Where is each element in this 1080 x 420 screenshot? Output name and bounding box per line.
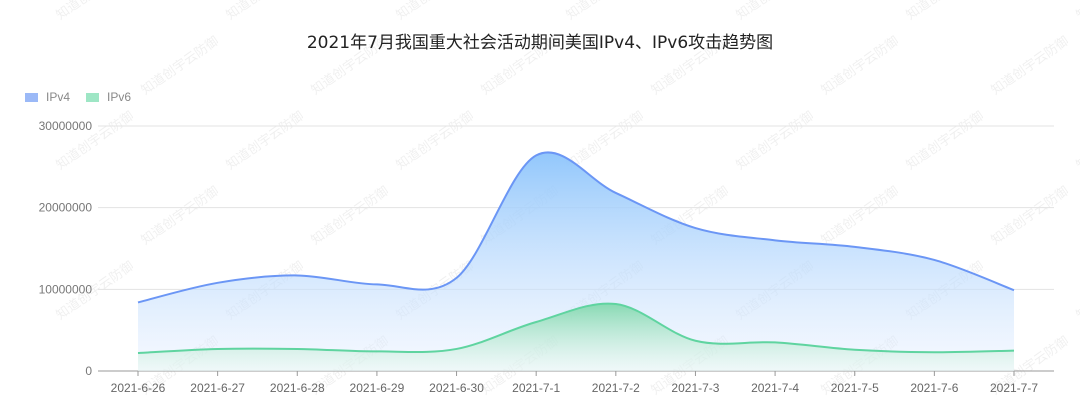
watermark: 知道创宇云防御: [308, 33, 392, 98]
watermark: 知道创宇云防御: [308, 183, 392, 248]
x-tick-label: 2021-6-29: [350, 381, 405, 395]
watermark: 知道创宇云防御: [903, 108, 987, 173]
watermark: 知道创宇云防御: [733, 108, 817, 173]
x-tick-label: 2021-6-26: [111, 381, 166, 395]
x-tick-label: 2021-6-28: [270, 381, 325, 395]
x-tick-label: 2021-7-4: [751, 381, 799, 395]
watermark: 知道创宇云防御: [1073, 108, 1080, 173]
watermark: 知道创宇云防御: [733, 0, 817, 23]
watermark: 知道创宇云防御: [1073, 0, 1080, 23]
watermark: 知道创宇云防御: [988, 183, 1072, 248]
watermark: 知道创宇云防御: [818, 33, 902, 98]
legend-label-ipv4: IPv4: [46, 90, 71, 104]
y-tick-label: 0: [85, 364, 92, 378]
y-tick-label: 20000000: [39, 201, 93, 215]
x-tick-label: 2021-7-1: [512, 381, 560, 395]
watermark: 知道创宇云防御: [563, 0, 647, 23]
watermark: 知道创宇云防御: [1073, 258, 1080, 323]
x-tick-label: 2021-7-6: [910, 381, 958, 395]
watermark: 知道创宇云防御: [223, 0, 307, 23]
area-ipv6: [138, 303, 1014, 371]
watermark: 知道创宇云防御: [138, 33, 222, 98]
area-ipv4: [138, 152, 1014, 371]
legend-swatch-ipv4: [25, 92, 38, 102]
watermark: 知道创宇云防御: [648, 33, 732, 98]
watermark: 知道创宇云防御: [903, 0, 987, 23]
line-ipv4: [137, 151, 1015, 304]
watermark: 知道创宇云防御: [988, 33, 1072, 98]
legend-item-ipv6[interactable]: IPv6: [86, 90, 131, 104]
watermark: 知道创宇云防御: [223, 108, 307, 173]
chart-title: 2021年7月我国重大社会活动期间美国IPv4、IPv6攻击趋势图: [306, 33, 774, 53]
watermark: 知道创宇云防御: [138, 183, 222, 248]
line-ipv6: [137, 302, 1015, 355]
watermark: 知道创宇云防御: [53, 108, 137, 173]
watermark: 知道创宇云防御: [478, 33, 562, 98]
x-tick-label: 2021-6-27: [190, 381, 245, 395]
legend-label-ipv6: IPv6: [107, 90, 132, 104]
x-tick-label: 2021-7-2: [592, 381, 640, 395]
watermark: 知道创宇云防御: [53, 0, 137, 23]
y-tick-label: 30000000: [39, 119, 93, 133]
x-tick-label: 2021-6-30: [429, 381, 484, 395]
y-tick-label: 10000000: [39, 282, 93, 296]
watermark: 知道创宇云防御: [393, 108, 477, 173]
legend-item-ipv4[interactable]: IPv4: [25, 90, 70, 104]
x-tick-label: 2021-7-5: [831, 381, 879, 395]
x-tick-label: 2021-7-3: [671, 381, 719, 395]
watermark: 知道创宇云防御: [393, 0, 477, 23]
legend: IPv4 IPv6: [25, 90, 131, 104]
watermark: 知道创宇云防御: [818, 183, 902, 248]
x-tick-label: 2021-7-7: [990, 381, 1038, 395]
legend-swatch-ipv6: [86, 92, 100, 102]
